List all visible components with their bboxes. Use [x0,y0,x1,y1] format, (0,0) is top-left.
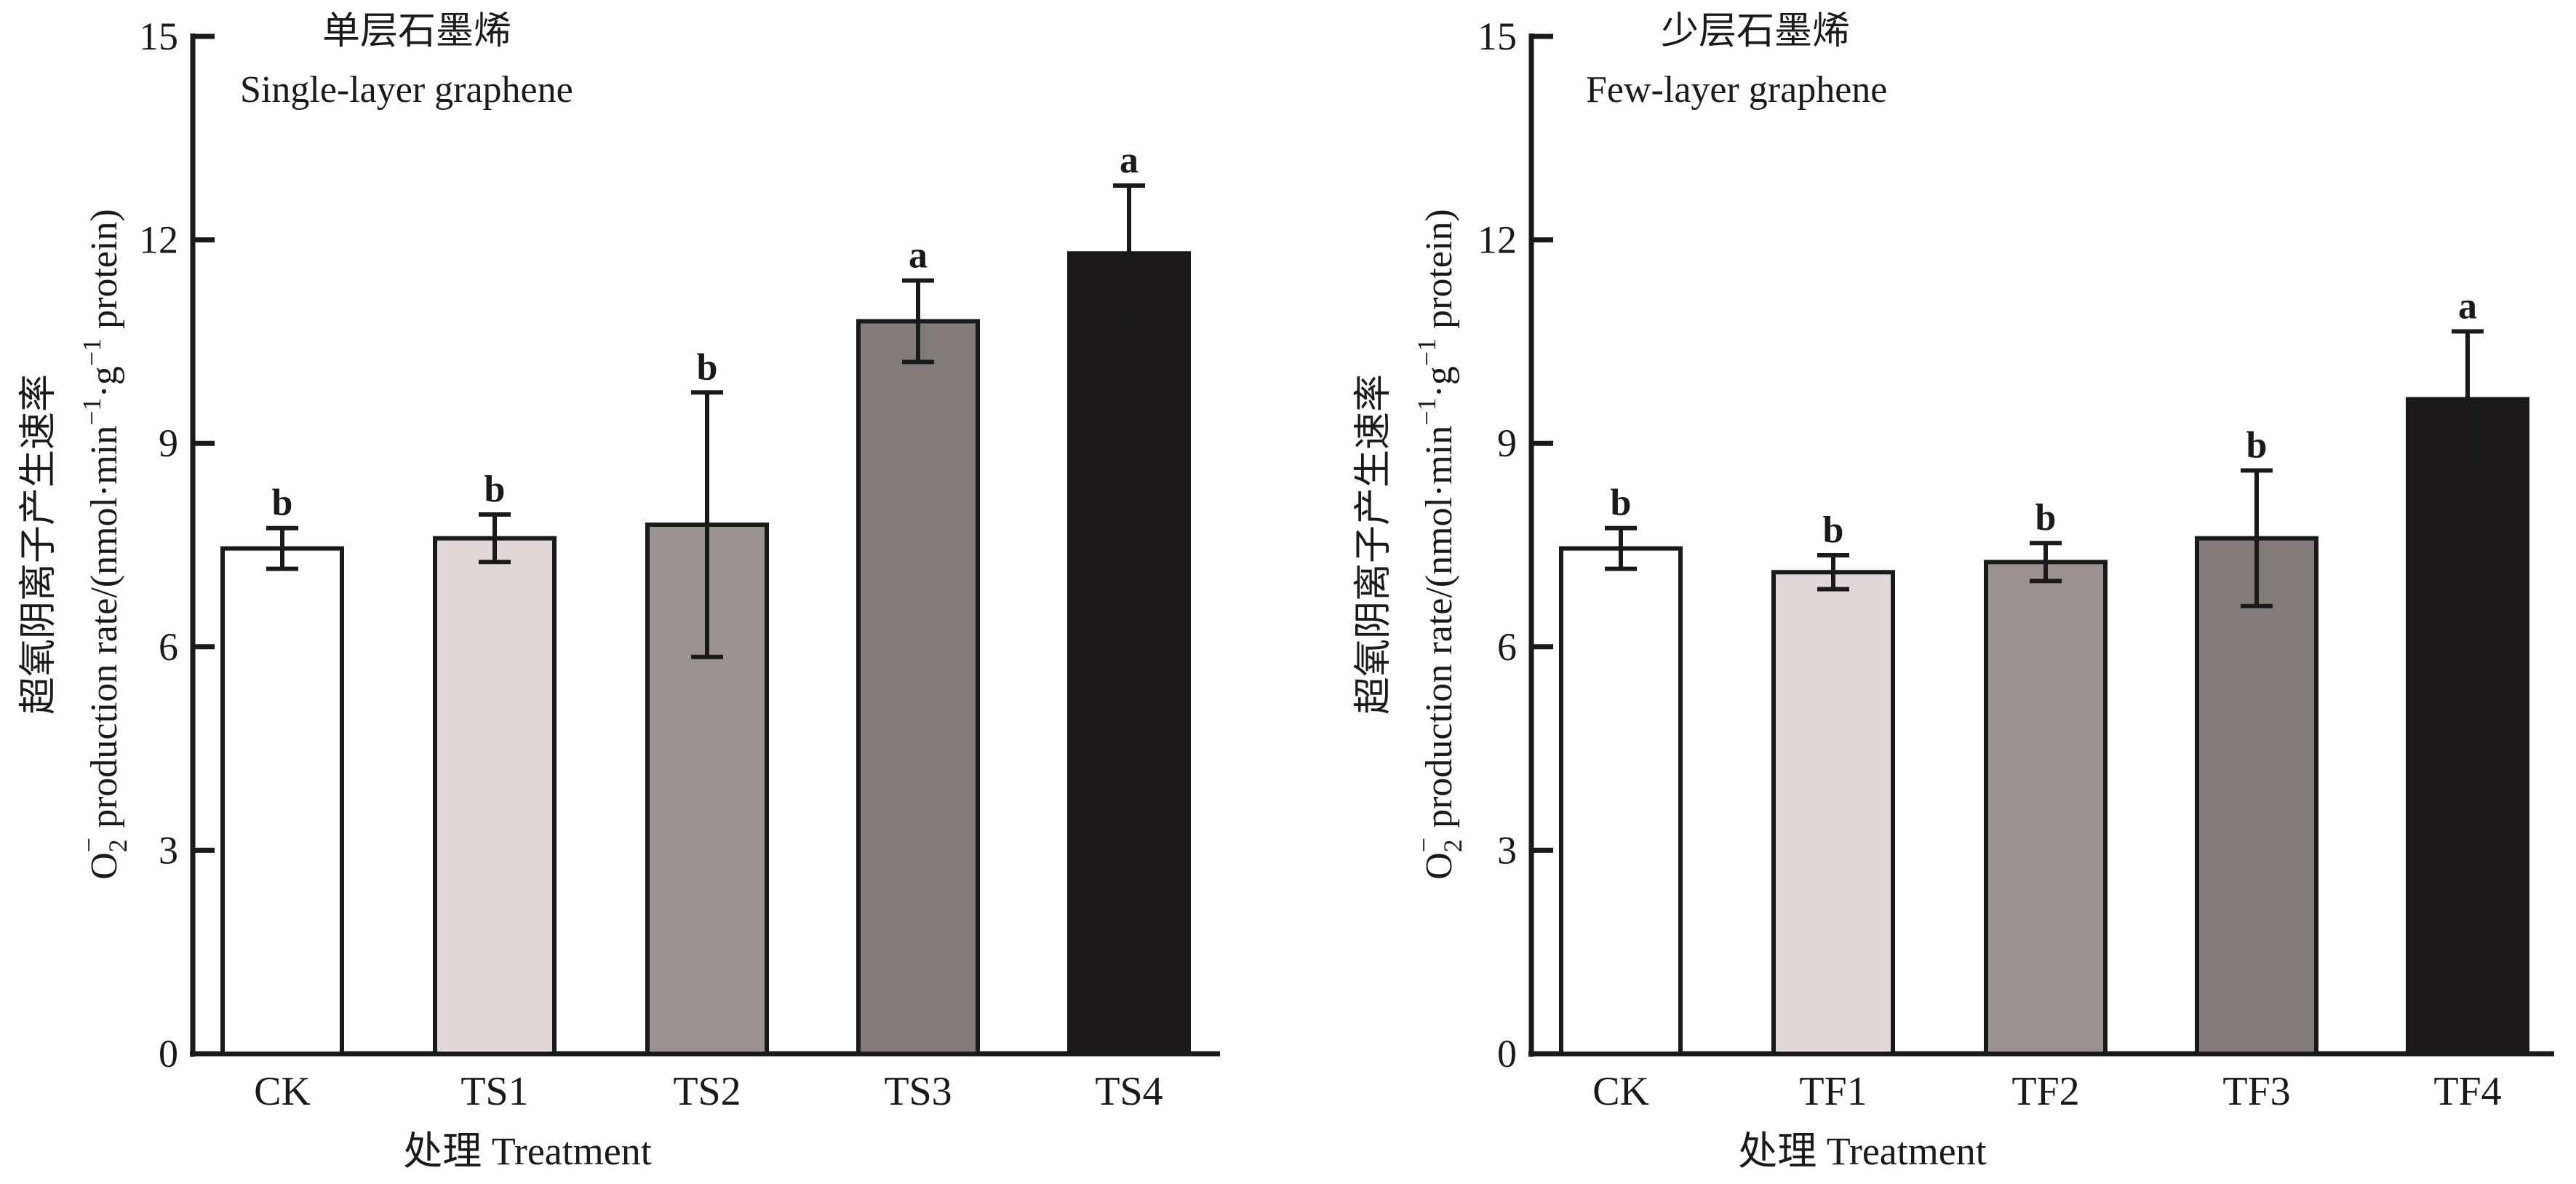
bar [220,546,344,1056]
significance-label: b [1611,482,1632,524]
category-label: TS1 [460,1069,528,1114]
y-tick-label: 9 [1497,421,1517,465]
panel-few-layer: 少层石墨烯 Few-layer graphene 处理 Treatment 超氧… [1353,11,2554,1173]
significance-label: b [485,469,506,510]
category-label: TF1 [1799,1069,1867,1114]
y-axis-title-unit-sup2: −1 [1412,338,1441,366]
significance-label: a [909,235,928,277]
category-label: TS4 [1095,1069,1163,1114]
panel-title: Few-layer graphene [1586,69,1887,111]
y-axis-title-group: O2− production rate/(nmol·min−1·g−1 prot… [1409,209,1467,880]
y-tick-label: 9 [159,421,178,465]
bar [1067,251,1191,1056]
panel-title-cn: 单层石墨烯 [322,11,511,52]
y-axis-title-sub: 2 [1438,839,1467,852]
y-axis-title-sup: − [1409,838,1438,852]
y-axis-title-main: production rate/(nmol·min [84,426,125,838]
y-tick-label: 3 [159,828,178,872]
y-axis-title-o: O [1419,852,1460,880]
bar [1559,546,1683,1056]
y-tick-label: 6 [159,625,178,669]
panel-title: Single-layer graphene [240,69,573,111]
y-tick-label: 0 [1497,1032,1517,1076]
bar [1771,570,1895,1056]
category-label: TF3 [2222,1069,2290,1114]
category-label: TS2 [673,1069,741,1114]
significance-label: b [2246,424,2268,466]
category-label: TF4 [2433,1069,2501,1114]
significance-label: b [1823,509,1844,551]
panel-single-layer: 单层石墨烯 Single-layer graphene 处理 Treatment… [18,11,1220,1173]
category-label: CK [1592,1069,1649,1114]
x-axis-title: 处理 Treatment [403,1129,651,1173]
category-label: TF2 [2011,1069,2079,1114]
y-axis-title-mid: ·g [84,366,125,397]
bar [1984,560,2108,1056]
y-axis-title: O2− production rate/(nmol·min−1·g−1 prot… [74,209,132,880]
y-axis-title: O2− production rate/(nmol·min−1·g−1 prot… [1409,209,1467,880]
y-axis-title-cn: 超氧阴离子产生速率 [18,374,60,715]
bar [645,523,769,1056]
bar [856,319,980,1056]
y-axis-title-cn-group: 超氧阴离子产生速率 [1353,374,1395,715]
y-tick-label: 0 [159,1032,178,1076]
y-axis-title-group: O2− production rate/(nmol·min−1·g−1 prot… [74,209,132,880]
y-axis-title-o: O [84,852,125,880]
y-axis-title-end: protein) [1419,209,1460,338]
y-tick-label: 6 [1497,625,1517,669]
y-axis-title-cn-group: 超氧阴离子产生速率 [18,374,60,715]
panel-title-cn: 少层石墨烯 [1661,11,1850,52]
bar [2406,397,2529,1056]
y-axis-title-unit-sup2: −1 [77,338,106,366]
y-tick-label: 12 [1478,218,1517,262]
y-axis-title-mid: ·g [1419,366,1460,397]
category-label: TS3 [884,1069,952,1114]
y-axis-title-sup: − [74,838,103,852]
bar [2195,536,2318,1056]
y-axis-title-unit-sup1: −1 [77,397,106,425]
significance-label: a [2458,285,2477,327]
y-tick-label: 12 [139,218,178,262]
significance-label: b [272,482,293,524]
y-tick-label: 15 [139,15,178,58]
y-axis-title-end: protein) [84,209,125,338]
category-label: CK [254,1069,311,1114]
y-axis-title-unit-sup1: −1 [1412,397,1441,425]
significance-label: a [1120,140,1139,181]
y-axis-title-cn: 超氧阴离子产生速率 [1353,374,1395,715]
y-tick-label: 3 [1497,828,1517,872]
bar [433,536,557,1056]
significance-label: b [697,346,718,388]
y-axis-title-main: production rate/(nmol·min [1419,426,1460,838]
significance-label: b [2035,497,2057,539]
y-axis-title-sub: 2 [103,839,132,852]
x-axis-title: 处理 Treatment [1738,1129,1986,1173]
y-tick-label: 15 [1478,15,1517,58]
